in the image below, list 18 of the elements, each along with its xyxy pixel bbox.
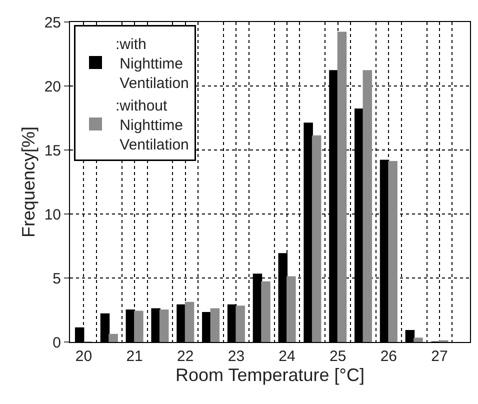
y-tick-label: 25 xyxy=(44,14,61,32)
x-tick-label: 21 xyxy=(126,348,143,365)
x-axis-title: Room Temperature [°C] xyxy=(176,365,364,386)
y-tick-label: 15 xyxy=(44,142,61,160)
y-tick-label: 5 xyxy=(52,270,61,288)
x-tick-label: 23 xyxy=(228,348,245,365)
y-axis-title: Frequency[%] xyxy=(18,126,39,238)
y-tick-label: 20 xyxy=(44,78,61,96)
x-tick-label: 24 xyxy=(278,348,296,365)
y-tick-label: 10 xyxy=(44,206,61,224)
x-tick-label: 27 xyxy=(431,348,448,365)
legend-label: :without Nighttime Ventilation xyxy=(116,97,189,154)
x-tick-label: 22 xyxy=(177,348,194,365)
x-tick-label: 25 xyxy=(330,348,346,365)
x-tick-label: 20 xyxy=(75,348,92,365)
x-tick-label: 26 xyxy=(380,348,398,365)
y-tick-label: 0 xyxy=(52,334,61,352)
legend-label: :with Nighttime Ventilation xyxy=(116,36,189,92)
